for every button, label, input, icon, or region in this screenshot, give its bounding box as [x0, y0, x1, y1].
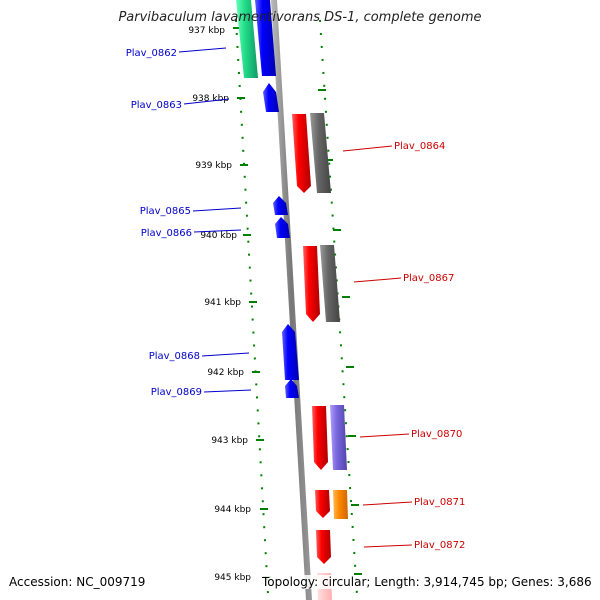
feature-green[interactable]	[236, 0, 258, 78]
tick-label: 941 kbp	[204, 298, 241, 308]
tick-label: 937 kbp	[188, 26, 225, 36]
cds-feature[interactable]	[310, 113, 331, 193]
gene-plav-0865[interactable]	[273, 196, 288, 215]
tick-label: 944 kbp	[214, 505, 251, 515]
inner-dot-ring	[235, 19, 269, 596]
tick-label: 945 kbp	[214, 573, 251, 583]
gene-labels: Plav_0862 Plav_0863 Plav_0864 Plav_0865 …	[126, 48, 466, 551]
tick-label: 940 kbp	[200, 231, 237, 241]
gene-plav-0868[interactable]	[282, 324, 299, 380]
leader-line	[192, 207, 242, 212]
tick-label: 938 kbp	[192, 94, 229, 104]
gene-label[interactable]: Plav_0862	[126, 48, 177, 59]
gene-label[interactable]: Plav_0866	[141, 228, 192, 239]
leader-line	[183, 98, 230, 105]
tick-label: 939 kbp	[195, 161, 232, 171]
gene-plav-0870[interactable]	[312, 406, 328, 470]
gene-plav-0864[interactable]	[292, 114, 311, 193]
gene-label[interactable]: Plav_0867	[403, 273, 454, 284]
leader-line	[362, 501, 413, 506]
leader-line	[203, 389, 252, 393]
gene-label[interactable]: Plav_0872	[414, 540, 465, 551]
tick-label: 942 kbp	[207, 368, 244, 378]
gene-plav-0872[interactable]	[316, 530, 331, 564]
leader-line	[178, 47, 227, 53]
topology-value: Topology: circular; Length: 3,914,745 bp…	[262, 575, 592, 589]
gene-label[interactable]: Plav_0871	[414, 497, 465, 508]
topology-text: Topology: circular; Length: 3,914,745 bp…	[262, 575, 592, 589]
cds-feature[interactable]	[320, 245, 340, 322]
gene-label[interactable]: Plav_0863	[131, 100, 182, 111]
label-leaders	[178, 47, 413, 548]
accession-value: Accession: NC_009719	[9, 575, 146, 589]
reverse-genes	[292, 114, 332, 600]
gene-label[interactable]: Plav_0864	[394, 141, 445, 152]
tick-dots	[235, 19, 358, 596]
gene-plav-0866[interactable]	[275, 217, 290, 238]
gene-label[interactable]: Plav_0868	[149, 351, 200, 362]
gene-label[interactable]: Plav_0865	[140, 206, 191, 217]
leader-line	[201, 352, 250, 357]
misc-feature[interactable]	[333, 490, 348, 519]
misc-feature[interactable]	[330, 405, 347, 470]
accession-text: Accession: NC_009719	[9, 575, 146, 589]
gene-label[interactable]: Plav_0870	[411, 429, 462, 440]
leader-line	[359, 433, 410, 438]
gene-plav-0867[interactable]	[303, 246, 320, 322]
map-title: Parvibaculum lavamentivorans DS-1, compl…	[118, 10, 482, 25]
gene-plav-0863[interactable]	[263, 83, 279, 112]
tick-labels: 937 kbp 938 kbp 939 kbp 940 kbp 941 kbp …	[188, 26, 251, 583]
gene-plav-0871[interactable]	[315, 490, 330, 518]
leader-line	[363, 544, 413, 548]
backbone	[271, 0, 312, 600]
gene-label[interactable]: Plav_0869	[151, 387, 202, 398]
leader-line	[342, 145, 393, 152]
leader-line	[193, 229, 242, 233]
forward-genes	[236, 0, 299, 398]
leader-line	[353, 277, 402, 283]
gene-plav-0869[interactable]	[285, 379, 299, 398]
tick-label: 943 kbp	[211, 436, 248, 446]
feature-track	[310, 113, 348, 519]
gene-plav-0862[interactable]	[255, 0, 276, 76]
